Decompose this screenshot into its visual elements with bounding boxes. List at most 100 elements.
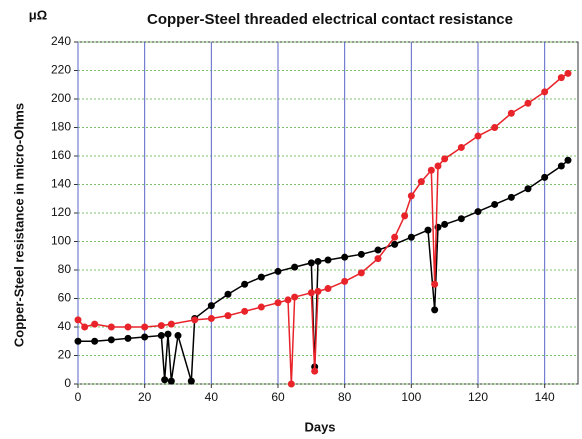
y-axis-label: Copper-Steel resistance in micro-Ohms (11, 103, 26, 347)
data-point (224, 290, 232, 298)
data-point (257, 303, 265, 311)
y-tick-label: 0 (64, 376, 71, 390)
data-point (374, 255, 382, 263)
data-point (564, 69, 572, 77)
data-point (107, 323, 115, 331)
y-tick-label: 100 (51, 234, 71, 248)
data-point (441, 155, 449, 163)
chart-title: Copper-Steel threaded electrical contact… (147, 11, 513, 28)
data-point (107, 336, 115, 344)
data-point (257, 273, 265, 281)
data-point (164, 330, 172, 338)
data-point (124, 323, 132, 331)
data-point (311, 367, 319, 375)
data-point (427, 166, 435, 174)
data-point (357, 250, 365, 258)
data-point (341, 253, 349, 261)
data-point (307, 259, 315, 267)
data-point (431, 280, 439, 288)
data-point (417, 178, 425, 186)
data-point (324, 285, 332, 293)
data-point (457, 143, 465, 151)
data-point (314, 257, 322, 265)
y-tick-label: 140 (51, 177, 71, 191)
x-tick-label: 0 (75, 390, 82, 404)
data-point (91, 320, 99, 328)
data-point (474, 208, 482, 216)
data-point (124, 334, 132, 342)
data-point (207, 302, 215, 310)
data-point (207, 314, 215, 322)
x-tick-label: 20 (138, 390, 152, 404)
data-point (564, 156, 572, 164)
x-tick-label: 80 (338, 390, 352, 404)
data-point (157, 322, 165, 330)
data-point (161, 376, 169, 384)
data-point (407, 192, 415, 200)
y-tick-label: 120 (51, 205, 71, 219)
x-tick-label: 40 (205, 390, 219, 404)
data-point (274, 267, 282, 275)
x-tick-label: 60 (271, 390, 285, 404)
data-point (357, 269, 365, 277)
data-point (274, 299, 282, 307)
data-point (541, 88, 549, 96)
data-point (491, 200, 499, 208)
data-point (541, 173, 549, 181)
unit-label: μΩ (29, 7, 47, 22)
y-tick-label: 40 (58, 319, 72, 333)
y-tick-label: 60 (58, 291, 72, 305)
x-tick-label: 120 (468, 390, 488, 404)
data-point (524, 185, 532, 193)
data-point (241, 280, 249, 288)
y-tick-label: 180 (51, 120, 71, 134)
data-point (374, 246, 382, 254)
data-point (291, 293, 299, 301)
x-tick-label: 100 (401, 390, 421, 404)
data-point (424, 226, 432, 234)
data-point (307, 289, 315, 297)
data-point (507, 193, 515, 201)
data-point (391, 233, 399, 241)
data-point (434, 162, 442, 170)
data-point (401, 212, 409, 220)
data-point (91, 337, 99, 345)
data-point (491, 124, 499, 131)
x-tick-label: 140 (535, 390, 555, 404)
data-point (74, 316, 82, 324)
data-point (431, 306, 439, 314)
data-point (74, 337, 82, 345)
data-point (557, 162, 565, 170)
data-point (191, 316, 199, 324)
y-tick-label: 200 (51, 91, 71, 105)
data-point (314, 287, 322, 295)
y-tick-label: 160 (51, 148, 71, 162)
data-point (141, 323, 149, 331)
data-point (524, 99, 532, 107)
data-point (224, 312, 232, 320)
y-tick-label: 80 (58, 262, 72, 276)
data-point (324, 256, 332, 264)
y-tick-label: 220 (51, 63, 71, 77)
data-point (141, 333, 149, 341)
y-tick-label: 240 (51, 34, 71, 48)
data-point (174, 332, 182, 340)
data-point (157, 332, 165, 340)
data-point (441, 220, 449, 228)
series-line (77, 72, 569, 385)
data-point (167, 377, 175, 385)
data-point (391, 240, 399, 248)
data-point (287, 380, 295, 388)
y-tick-label: 20 (58, 348, 72, 362)
data-point (474, 132, 482, 140)
data-point (187, 377, 195, 385)
data-point (291, 263, 299, 271)
data-point (557, 74, 565, 82)
data-point (407, 233, 415, 241)
data-point (241, 307, 249, 315)
data-point (284, 296, 292, 304)
data-point (167, 320, 175, 328)
data-point (507, 109, 515, 117)
data-point (341, 277, 349, 285)
data-point (457, 215, 465, 223)
